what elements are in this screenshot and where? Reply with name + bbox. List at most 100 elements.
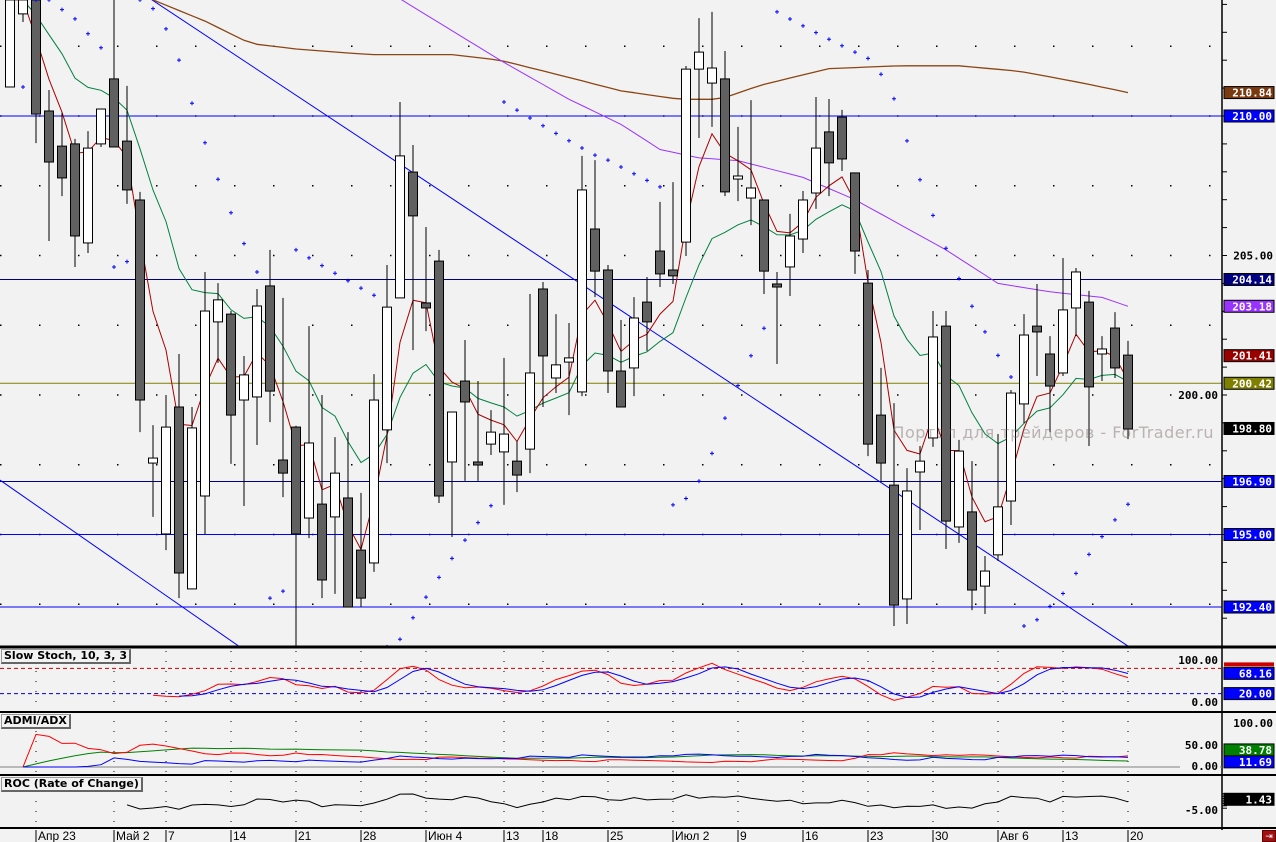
candle <box>655 201 665 288</box>
candle-body <box>928 336 938 439</box>
adx-line <box>22 747 1129 768</box>
candle <box>993 434 1003 562</box>
candle <box>369 374 379 572</box>
candle <box>473 381 483 481</box>
sar-dot <box>697 479 701 484</box>
date-label: 16 <box>805 829 819 842</box>
date-label: 23 <box>870 829 884 842</box>
candle <box>57 112 67 197</box>
candle <box>70 138 80 267</box>
candle-body <box>1045 353 1055 387</box>
ma-slow-line <box>400 0 1129 307</box>
price-label: 192.40 <box>1232 601 1272 614</box>
candle-body <box>1097 348 1107 355</box>
date-label: Май 2 <box>116 829 150 842</box>
candle <box>122 85 132 204</box>
candle <box>109 0 119 148</box>
price-label-box <box>1223 272 1275 286</box>
exit-icon[interactable]: ⇥ <box>1262 830 1276 842</box>
sar-dot <box>1074 571 1078 576</box>
candle <box>551 314 561 394</box>
candle-body <box>902 490 912 600</box>
candle <box>460 340 470 481</box>
sar-dot <box>1100 534 1104 539</box>
sar-dot <box>1113 517 1117 522</box>
candle <box>499 357 509 505</box>
sar-dot <box>138 0 142 2</box>
candle <box>161 395 171 551</box>
date-label: 7 <box>168 829 175 842</box>
price-label-box <box>1223 474 1275 488</box>
sar-dot <box>476 520 480 525</box>
sar-dot <box>99 45 103 50</box>
sar-dot <box>333 271 337 276</box>
price-label: 204.14 <box>1232 273 1272 286</box>
candle-body <box>31 0 41 115</box>
stoch-panel <box>0 662 1222 701</box>
candle-body <box>1032 325 1042 333</box>
candle-body <box>798 199 808 240</box>
date-label: 14 <box>233 829 247 842</box>
price-label: 203.18 <box>1232 300 1272 313</box>
stoch-d-line <box>178 666 1129 699</box>
adx-value-label: 38.78 <box>1239 744 1272 757</box>
stoch-tick-bg <box>1180 696 1220 708</box>
sar-dot <box>580 146 584 151</box>
sar-dot <box>229 210 233 215</box>
candle <box>148 425 158 517</box>
candle <box>668 182 678 284</box>
sar-dot <box>320 263 324 268</box>
date-label: 30 <box>935 829 949 842</box>
candle <box>525 294 535 474</box>
date-label: 20 <box>1130 829 1144 842</box>
sar-dot <box>853 50 857 55</box>
sar-dot <box>567 138 571 143</box>
candle-body <box>694 51 704 70</box>
candle <box>304 326 314 539</box>
candle-body <box>226 313 236 416</box>
candle <box>590 160 600 298</box>
sar-dot <box>346 278 350 283</box>
candle-body <box>356 549 366 599</box>
candle <box>434 249 444 503</box>
price-label-box <box>1223 600 1275 614</box>
candle <box>343 432 353 608</box>
candle <box>616 319 626 408</box>
candle-body <box>109 78 119 148</box>
stoch-red-marker <box>1224 662 1274 667</box>
candle <box>226 311 236 464</box>
sar-dot <box>606 158 610 163</box>
sar-dot <box>775 9 779 14</box>
sar-dot <box>164 26 168 31</box>
candle-body <box>759 199 769 272</box>
candle-body <box>434 260 444 497</box>
candle-body <box>239 374 249 401</box>
roc-line <box>126 793 1129 810</box>
candle-body <box>668 269 678 277</box>
candle-body <box>980 570 990 587</box>
candle <box>772 271 782 365</box>
y-tick-label-bg <box>1180 389 1220 401</box>
candle <box>18 0 28 22</box>
date-label: 13 <box>506 829 520 842</box>
candle-body <box>213 299 223 323</box>
date-label: 18 <box>545 829 559 842</box>
candle-body <box>70 143 80 237</box>
candle <box>1006 389 1016 526</box>
candle-body <box>824 131 834 164</box>
candle-body <box>850 172 860 252</box>
adx-tick: 0.00 <box>1192 760 1219 773</box>
candle-body <box>616 370 626 408</box>
candle <box>1045 336 1055 433</box>
candle-body <box>1110 327 1120 369</box>
candle-body <box>642 301 652 323</box>
sar-dot <box>1087 552 1091 557</box>
candle-body <box>629 317 639 369</box>
sar-dot <box>86 31 90 36</box>
stoch-value-label: 20.00 <box>1239 688 1272 701</box>
price-label: 196.90 <box>1232 475 1272 488</box>
sar-dot <box>450 556 454 561</box>
candle <box>395 102 405 299</box>
candle-body <box>707 67 717 84</box>
